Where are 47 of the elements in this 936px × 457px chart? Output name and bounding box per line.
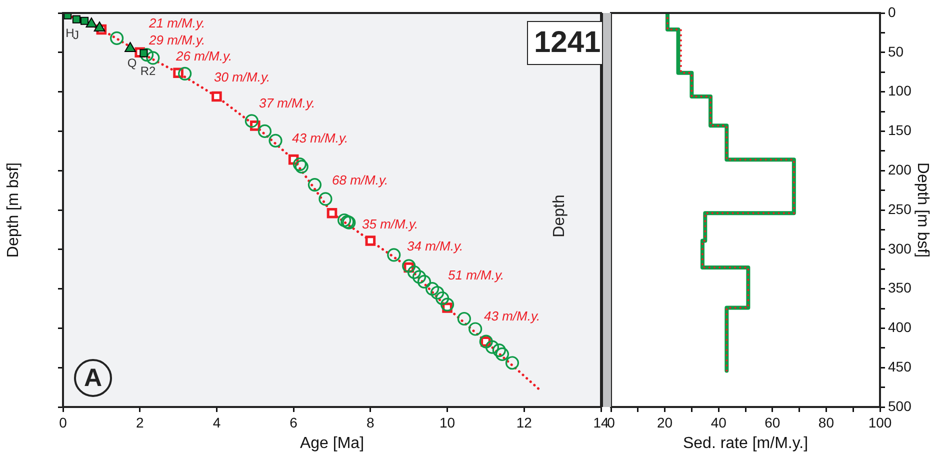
x-tick-label: 10 (439, 414, 456, 430)
annotation: 30 m/M.y. (214, 70, 270, 84)
annotation: J (73, 28, 79, 42)
annotation: Q (127, 56, 137, 70)
x-axis-title: Age [Ma] (300, 434, 364, 452)
x-tick-label: 60 (764, 414, 780, 430)
annotation: 43 m/M.y. (292, 130, 348, 146)
x-tick-label: 40 (710, 414, 727, 430)
annotation: H (66, 26, 74, 40)
annotation: 35 m/M.y. (362, 216, 418, 232)
y-tick-label: 150 (888, 122, 912, 138)
x-tick-label: 20 (657, 414, 673, 430)
annotation: 43 m/M.y. (484, 308, 540, 324)
y-tick-label: 350 (888, 280, 912, 296)
y-tick-label: 100 (888, 82, 912, 99)
annotation: Depth (551, 194, 569, 238)
annotation: 51 m/M.y. (448, 268, 504, 282)
annotation: 26 m/M.y. (176, 48, 232, 64)
annotation: 1241 (527, 21, 608, 65)
annotation: A (74, 359, 112, 397)
y-tick-label: 50 (888, 43, 904, 60)
annotation: 29 m/M.y. (149, 32, 206, 48)
x-tick-label: 12 (516, 414, 532, 430)
y-tick-label: 300 (888, 240, 912, 256)
annotation: 37 m/M.y. (259, 96, 316, 110)
x-tick-label: 8 (366, 414, 375, 430)
y-axis-title: Depth [m bsf] (914, 162, 931, 258)
x-axis-title: Sed. rate [m/M.y.] (682, 434, 808, 452)
x-tick-label: 2 (136, 414, 144, 430)
y-tick-label: 250 (888, 200, 912, 217)
x-tick-label: 0 (607, 414, 616, 430)
annotation: 21 m/M.y. (149, 16, 206, 30)
y-tick-label: 0 (888, 4, 896, 20)
x-tick-label: 4 (212, 414, 221, 430)
x-tick-label: 6 (290, 414, 298, 430)
y-tick-label: 400 (888, 319, 912, 336)
annotation: R2 (140, 64, 156, 78)
y-axis-title: Depth [m bsf] (5, 162, 22, 258)
y-tick-label: 500 (888, 398, 912, 414)
y-tick-label: 450 (888, 358, 912, 374)
annotation: 34 m/M.y. (407, 238, 464, 254)
x-tick-label: 80 (818, 414, 834, 430)
x-tick-label: 100 (868, 414, 892, 430)
annotation: 68 m/M.y. (332, 172, 388, 188)
x-tick-label: 14 (593, 414, 609, 430)
x-tick-label: 0 (59, 414, 68, 430)
y-tick-label: 200 (888, 161, 912, 178)
